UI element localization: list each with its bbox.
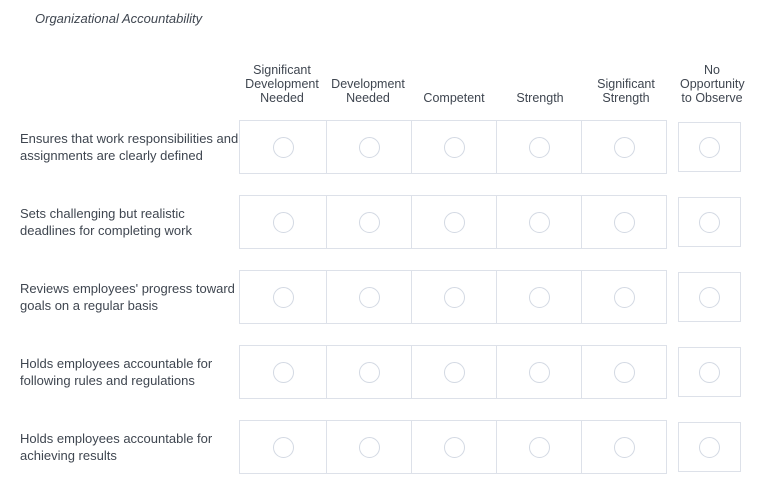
radio-r3-c3[interactable] (443, 286, 465, 308)
question-label: Ensures that work responsibilities and a… (20, 131, 239, 163)
matrix-header-row: Significant Development Needed Developme… (20, 63, 744, 105)
radio-r1-c1[interactable] (272, 136, 294, 158)
rating-cell[interactable] (326, 421, 411, 473)
radio-r3-c2[interactable] (358, 286, 380, 308)
rating-cells-group (239, 420, 667, 474)
no-opportunity-cell[interactable] (678, 347, 741, 397)
radio-r4-c2[interactable] (358, 361, 380, 383)
column-header-significant-strength: Significant Strength (597, 77, 655, 105)
rating-cell[interactable] (411, 196, 496, 248)
question-label: Sets challenging but realistic deadlines… (20, 206, 192, 238)
page-title: Organizational Accountability (35, 11, 203, 26)
question-row: Reviews employees' progress toward goals… (20, 270, 744, 324)
question-row: Holds employees accountable for achievin… (20, 420, 744, 474)
rating-cell[interactable] (581, 121, 666, 173)
rating-cells-group (239, 270, 667, 324)
question-label: Holds employees accountable for followin… (20, 356, 213, 388)
rating-cell[interactable] (496, 346, 581, 398)
rating-cell[interactable] (326, 196, 411, 248)
rating-cell[interactable] (326, 346, 411, 398)
rating-matrix: Significant Development Needed Developme… (20, 63, 745, 491)
rating-cell[interactable] (326, 121, 411, 173)
column-header-development-needed: Development Needed (331, 77, 405, 105)
rating-cells-group (239, 120, 667, 174)
radio-r1-c2[interactable] (358, 136, 380, 158)
rating-cell[interactable] (411, 421, 496, 473)
radio-r2-c5[interactable] (613, 211, 635, 233)
no-opportunity-cell[interactable] (678, 272, 741, 322)
question-row: Sets challenging but realistic deadlines… (20, 195, 744, 249)
radio-r5-c5[interactable] (613, 436, 635, 458)
rating-cells-group (239, 345, 667, 399)
radio-r4-c3[interactable] (443, 361, 465, 383)
radio-r3-c6[interactable] (699, 286, 720, 308)
rating-cell[interactable] (496, 196, 581, 248)
rating-cell[interactable] (496, 121, 581, 173)
radio-r5-c2[interactable] (358, 436, 380, 458)
radio-r2-c1[interactable] (272, 211, 294, 233)
radio-r4-c1[interactable] (272, 361, 294, 383)
radio-r5-c1[interactable] (272, 436, 294, 458)
rating-cell[interactable] (581, 271, 666, 323)
radio-r2-c2[interactable] (358, 211, 380, 233)
radio-r4-c4[interactable] (528, 361, 550, 383)
rating-cell[interactable] (496, 421, 581, 473)
radio-r1-c6[interactable] (699, 136, 720, 158)
rating-cell[interactable] (581, 196, 666, 248)
rating-cell[interactable] (496, 271, 581, 323)
radio-r2-c3[interactable] (443, 211, 465, 233)
radio-r3-c1[interactable] (272, 286, 294, 308)
no-opportunity-cell[interactable] (678, 422, 741, 472)
radio-r1-c5[interactable] (613, 136, 635, 158)
question-row: Ensures that work responsibilities and a… (20, 120, 744, 174)
rating-cell[interactable] (240, 346, 326, 398)
radio-r4-c5[interactable] (613, 361, 635, 383)
rating-cell[interactable] (240, 421, 326, 473)
rating-cell[interactable] (240, 121, 326, 173)
question-label: Reviews employees' progress toward goals… (20, 281, 235, 313)
radio-r5-c3[interactable] (443, 436, 465, 458)
no-opportunity-cell[interactable] (678, 122, 741, 172)
column-header-competent: Competent (423, 91, 485, 105)
radio-r4-c6[interactable] (699, 361, 720, 383)
rating-cell[interactable] (581, 346, 666, 398)
radio-r2-c4[interactable] (528, 211, 550, 233)
rating-cell[interactable] (240, 271, 326, 323)
radio-r1-c4[interactable] (528, 136, 550, 158)
radio-r3-c5[interactable] (613, 286, 635, 308)
question-row: Holds employees accountable for followin… (20, 345, 744, 399)
question-label: Holds employees accountable for achievin… (20, 431, 213, 463)
rating-cell[interactable] (240, 196, 326, 248)
column-header-strength: Strength (516, 91, 564, 105)
rating-cell[interactable] (581, 421, 666, 473)
radio-r5-c6[interactable] (699, 436, 720, 458)
rating-cells-group (239, 195, 667, 249)
rating-cell[interactable] (411, 346, 496, 398)
radio-r5-c4[interactable] (528, 436, 550, 458)
radio-r3-c4[interactable] (528, 286, 550, 308)
column-header-significant-development-needed: Significant Development Needed (245, 63, 319, 105)
radio-r2-c6[interactable] (699, 211, 720, 233)
rating-cell[interactable] (326, 271, 411, 323)
rating-cell[interactable] (411, 121, 496, 173)
no-opportunity-cell[interactable] (678, 197, 741, 247)
radio-r1-c3[interactable] (443, 136, 465, 158)
rating-cell[interactable] (411, 271, 496, 323)
column-header-no-opportunity-to-observe: No Opportunity to Observe (680, 63, 745, 105)
